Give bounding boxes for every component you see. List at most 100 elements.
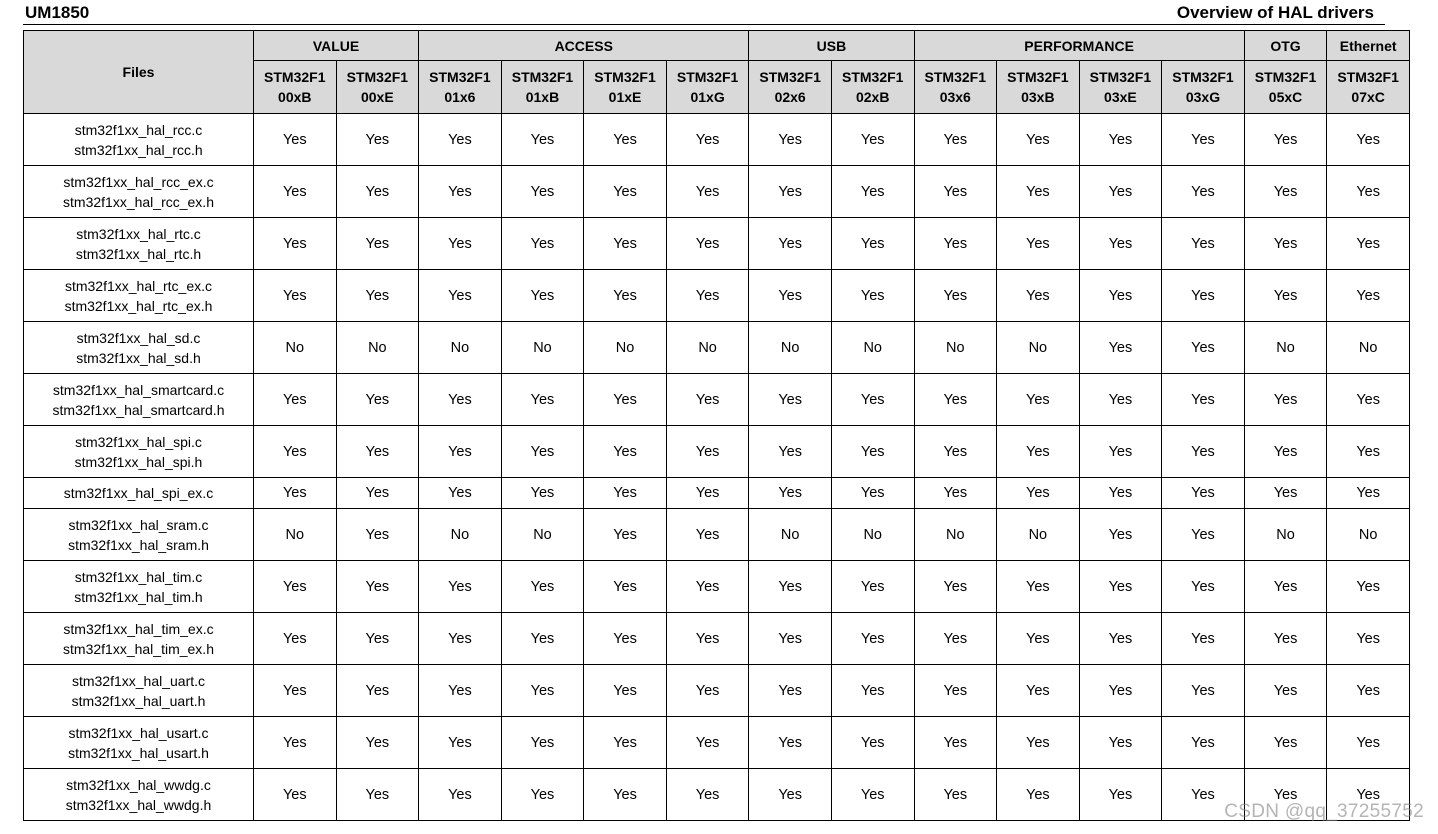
column-header-line: STM32F1 xyxy=(1337,69,1399,85)
support-cell: Yes xyxy=(418,425,502,478)
support-cell: Yes xyxy=(748,113,832,166)
support-cell: Yes xyxy=(335,425,420,478)
column-header: STM32F1 05xC xyxy=(1243,60,1328,114)
group-header: OTG xyxy=(1243,30,1328,61)
support-cell: Yes xyxy=(1326,113,1410,166)
file-name: stm32f1xx_hal_spi.h xyxy=(74,453,203,470)
support-cell: Yes xyxy=(500,373,585,426)
support-cell: Yes xyxy=(1161,612,1245,665)
file-name: stm32f1xx_hal_sram.c xyxy=(68,516,209,533)
support-cell: Yes xyxy=(1078,560,1163,613)
support-cell: Yes xyxy=(1243,768,1328,821)
group-header: Ethernet xyxy=(1326,30,1410,61)
support-cell: Yes xyxy=(996,768,1080,821)
table-row: stm32f1xx_hal_sram.c stm32f1xx_hal_sram.h… xyxy=(23,508,1410,561)
watermark: CSDN @qq_37255752 xyxy=(1224,801,1424,822)
support-cell: Yes xyxy=(335,269,420,322)
support-cell: Yes xyxy=(913,217,998,270)
file-name: stm32f1xx_hal_rcc.h xyxy=(74,141,203,158)
support-cell: Yes xyxy=(913,477,998,509)
support-cell: Yes xyxy=(418,113,502,166)
support-cell: Yes xyxy=(665,560,750,613)
support-cell: Yes xyxy=(253,269,337,322)
support-cell: Yes xyxy=(996,425,1080,478)
column-header: STM32F1 01xG xyxy=(665,60,750,114)
support-cell: Yes xyxy=(253,768,337,821)
support-cell: Yes xyxy=(665,477,750,509)
support-cell: No xyxy=(665,321,750,374)
file-name: stm32f1xx_hal_wwdg.h xyxy=(65,796,212,813)
support-cell: Yes xyxy=(830,269,915,322)
files-cell: stm32f1xx_hal_rcc.c stm32f1xx_hal_rcc.h xyxy=(23,113,254,166)
support-cell: Yes xyxy=(335,217,420,270)
support-cell: Yes xyxy=(830,113,915,166)
table-row: stm32f1xx_hal_wwdg.c stm32f1xx_hal_wwdg.h… xyxy=(23,768,1410,821)
support-cell: Yes xyxy=(913,113,998,166)
column-header-line: 01xB xyxy=(525,89,560,105)
support-cell: Yes xyxy=(418,560,502,613)
support-cell: Yes xyxy=(913,269,998,322)
support-cell: Yes xyxy=(1161,165,1245,218)
file-name: stm32f1xx_hal_rtc.h xyxy=(75,245,202,262)
support-cell: Yes xyxy=(583,664,667,717)
support-cell: No xyxy=(913,321,998,374)
support-cell: Yes xyxy=(996,560,1080,613)
support-cell: Yes xyxy=(748,664,832,717)
support-cell: Yes xyxy=(913,165,998,218)
files-cell: stm32f1xx_hal_spi_ex.c xyxy=(23,477,254,509)
support-cell: Yes xyxy=(996,716,1080,769)
column-header: STM32F1 01xE xyxy=(583,60,667,114)
support-cell: Yes xyxy=(500,477,585,509)
column-header-line: 05xC xyxy=(1268,89,1303,105)
support-cell: No xyxy=(830,508,915,561)
column-header-line: STM32F1 xyxy=(1172,69,1234,85)
support-cell: No xyxy=(335,321,420,374)
support-cell: Yes xyxy=(665,612,750,665)
column-header: STM32F1 01x6 xyxy=(418,60,502,114)
support-cell: Yes xyxy=(1078,321,1163,374)
column-header-line: STM32F1 xyxy=(264,69,326,85)
support-cell: Yes xyxy=(1243,425,1328,478)
support-cell: Yes xyxy=(500,664,585,717)
support-cell: Yes xyxy=(1243,716,1328,769)
support-cell: Yes xyxy=(253,664,337,717)
file-name: stm32f1xx_hal_usart.c xyxy=(68,724,209,741)
file-name: stm32f1xx_hal_sd.h xyxy=(76,349,201,366)
support-cell: Yes xyxy=(748,269,832,322)
support-cell: Yes xyxy=(583,165,667,218)
support-cell: Yes xyxy=(583,768,667,821)
column-header: STM32F1 03xE xyxy=(1078,60,1163,114)
support-cell: Yes xyxy=(253,716,337,769)
support-cell: Yes xyxy=(665,664,750,717)
support-cell: Yes xyxy=(1326,664,1410,717)
support-cell: No xyxy=(748,321,832,374)
support-cell: Yes xyxy=(500,768,585,821)
support-cell: Yes xyxy=(253,165,337,218)
column-header-line: STM32F1 xyxy=(1007,69,1069,85)
support-cell: Yes xyxy=(1326,612,1410,665)
support-cell: Yes xyxy=(748,165,832,218)
support-cell: Yes xyxy=(418,165,502,218)
column-header-line: STM32F1 xyxy=(1254,69,1317,85)
support-cell: Yes xyxy=(418,477,502,509)
file-name: stm32f1xx_hal_rcc_ex.c xyxy=(63,173,214,190)
support-cell: Yes xyxy=(830,612,915,665)
support-cell: Yes xyxy=(830,373,915,426)
column-header: STM32F1 03xG xyxy=(1161,60,1245,114)
table-row: stm32f1xx_hal_spi_ex.c Yes Yes Yes Yes Yes Yes… xyxy=(23,477,1410,509)
file-name: stm32f1xx_hal_rtc_ex.c xyxy=(64,277,213,294)
files-cell: stm32f1xx_hal_usart.c stm32f1xx_hal_usart… xyxy=(23,716,254,769)
files-cell: stm32f1xx_hal_rtc.c stm32f1xx_hal_rtc.h xyxy=(23,217,254,270)
column-header-line: STM32F1 xyxy=(841,69,904,85)
support-cell: Yes xyxy=(1326,560,1410,613)
column-header-line: 01xE xyxy=(608,89,642,105)
files-cell: stm32f1xx_hal_tim.c stm32f1xx_hal_tim.h xyxy=(23,560,254,613)
column-header-line: 03xB xyxy=(1021,89,1055,105)
support-cell: Yes xyxy=(830,165,915,218)
support-cell: Yes xyxy=(830,477,915,509)
support-cell: Yes xyxy=(1161,477,1245,509)
support-cell: Yes xyxy=(665,217,750,270)
support-cell: Yes xyxy=(748,217,832,270)
support-cell: Yes xyxy=(665,269,750,322)
group-header: ACCESS xyxy=(418,30,750,61)
